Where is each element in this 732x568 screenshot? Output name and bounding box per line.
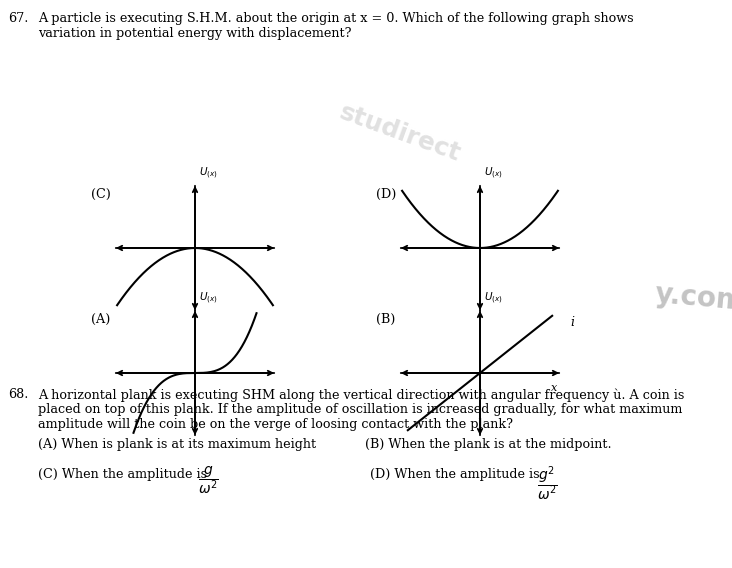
Text: $\dfrac{g}{\omega^2}$: $\dfrac{g}{\omega^2}$ [198, 464, 219, 496]
Text: (C) When the amplitude is: (C) When the amplitude is [38, 468, 211, 481]
Text: (B): (B) [376, 313, 395, 326]
Text: (D): (D) [376, 188, 396, 201]
Text: 68.: 68. [8, 388, 29, 401]
Text: $U_{(x)}$: $U_{(x)}$ [199, 166, 218, 181]
Text: (B) When the plank is at the midpoint.: (B) When the plank is at the midpoint. [365, 438, 612, 451]
Text: amplitude will the coin be on the verge of loosing contact with the plank?: amplitude will the coin be on the verge … [38, 418, 513, 431]
Text: variation in potential energy with displacement?: variation in potential energy with displ… [38, 27, 351, 40]
Text: studirect: studirect [336, 100, 464, 166]
Text: $\dfrac{g^2}{\omega^2}$: $\dfrac{g^2}{\omega^2}$ [537, 464, 558, 503]
Text: (C): (C) [91, 188, 111, 201]
Text: A horizontal plank is executing SHM along the vertical direction with angular fr: A horizontal plank is executing SHM alon… [38, 388, 684, 402]
Text: $U_{(x)}$: $U_{(x)}$ [484, 291, 503, 306]
Text: $U_{(x)}$: $U_{(x)}$ [199, 291, 218, 306]
Text: $U_{(x)}$: $U_{(x)}$ [484, 166, 503, 181]
Text: (A): (A) [91, 313, 111, 326]
Text: 67.: 67. [8, 12, 29, 25]
Text: placed on top of this plank. If the amplitude of oscillation is increased gradua: placed on top of this plank. If the ampl… [38, 403, 682, 416]
Text: x: x [551, 383, 557, 393]
Text: y.com: y.com [654, 280, 732, 316]
Text: A particle is executing S.H.M. about the origin at x = 0. Which of the following: A particle is executing S.H.M. about the… [38, 12, 634, 25]
Text: (D) When the amplitude is: (D) When the amplitude is [370, 468, 544, 481]
Text: (A) When is plank is at its maximum height: (A) When is plank is at its maximum heig… [38, 438, 316, 451]
Text: i: i [570, 316, 574, 329]
